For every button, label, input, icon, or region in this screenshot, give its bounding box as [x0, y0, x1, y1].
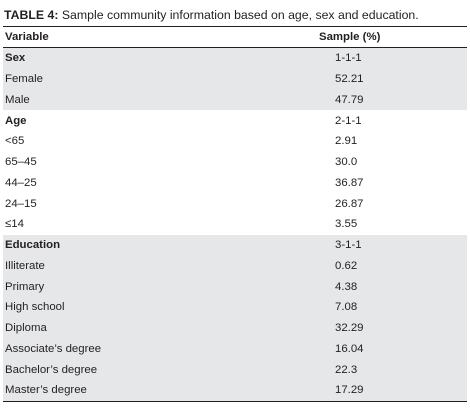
row-label: Associate’s degree [3, 338, 235, 360]
table-row: 44–25 36.87 [3, 173, 467, 194]
row-value: 0.62 [235, 255, 467, 277]
header-variable: Variable [3, 26, 235, 48]
row-value: 47.79 [235, 89, 467, 111]
row-value: 30.0 [335, 156, 358, 169]
row-value: 16.04 [235, 338, 467, 360]
row-value: 26.87 [335, 197, 364, 210]
row-label: 24–15 [5, 197, 37, 210]
table-caption: TABLE 4: Sample community information ba… [4, 7, 466, 23]
row-label: ≤14 [5, 218, 24, 231]
caption-text: Sample community information based on ag… [58, 8, 419, 22]
row-value: 3-1-1 [235, 234, 467, 256]
row-label: Diploma [3, 317, 235, 339]
row-label: High school [3, 297, 235, 318]
row-value: 1-1-1 [235, 47, 467, 69]
row-value: 17.29 [235, 380, 467, 402]
table-row: ≤14 3.55 [3, 214, 467, 235]
row-label: Male [3, 89, 235, 111]
table-row: Bachelor’s degree 22.3 [3, 359, 467, 380]
row-label: Illiterate [3, 255, 235, 277]
group-label: Education [3, 234, 235, 256]
data-table: Variable Sample (%) Sex 1-1-1 Female 52.21 M… [3, 26, 467, 402]
row-label: 65–45 [5, 156, 37, 169]
group-row: Sex 1-1-1 [3, 47, 467, 69]
header-row: Variable Sample (%) [3, 26, 467, 48]
table-row: Female 52.21 [3, 68, 467, 90]
row-value: 2.91 [335, 135, 358, 148]
table-row: Associate’s degree 16.04 [3, 338, 467, 360]
row-label: Bachelor’s degree [3, 359, 235, 380]
group-label: Sex [3, 47, 235, 69]
table-row: 65–45 30.0 [3, 152, 467, 173]
row-value: 2-1-1 [335, 114, 362, 127]
row-value: 52.21 [235, 68, 467, 90]
row-value: 3.55 [335, 218, 358, 231]
row-value: 22.3 [235, 359, 467, 380]
row-label: Female [3, 68, 235, 90]
row-value: 32.29 [235, 317, 467, 339]
row-value: 4.38 [235, 276, 467, 297]
table-row: 24–15 26.87 [3, 193, 467, 214]
group-label: Age [5, 114, 27, 127]
table-row: <65 2.91 [3, 131, 467, 152]
table-row: Male 47.79 [3, 89, 467, 111]
row-label: <65 [5, 135, 25, 148]
row-value: 7.08 [235, 297, 467, 318]
row-value: 36.87 [335, 176, 364, 189]
table-number: TABLE 4: [4, 8, 59, 22]
table-row: Primary 4.38 [3, 276, 467, 297]
row-label: Primary [3, 276, 235, 297]
row-label: Master’s degree [3, 380, 235, 402]
table-body: Sex 1-1-1 Female 52.21 Male 47.79 Age 2-1-1 <65 2… [3, 47, 467, 402]
group-row: Education 3-1-1 [3, 234, 467, 256]
table-row: Illiterate 0.62 [3, 255, 467, 277]
header-sample: Sample (%) [235, 26, 467, 48]
table-row: High school 7.08 [3, 297, 467, 318]
table-row: Master’s degree 17.29 [3, 380, 467, 402]
table-row: Diploma 32.29 [3, 317, 467, 339]
group-row: Age 2-1-1 [3, 110, 467, 131]
row-label: 44–25 [5, 176, 37, 189]
